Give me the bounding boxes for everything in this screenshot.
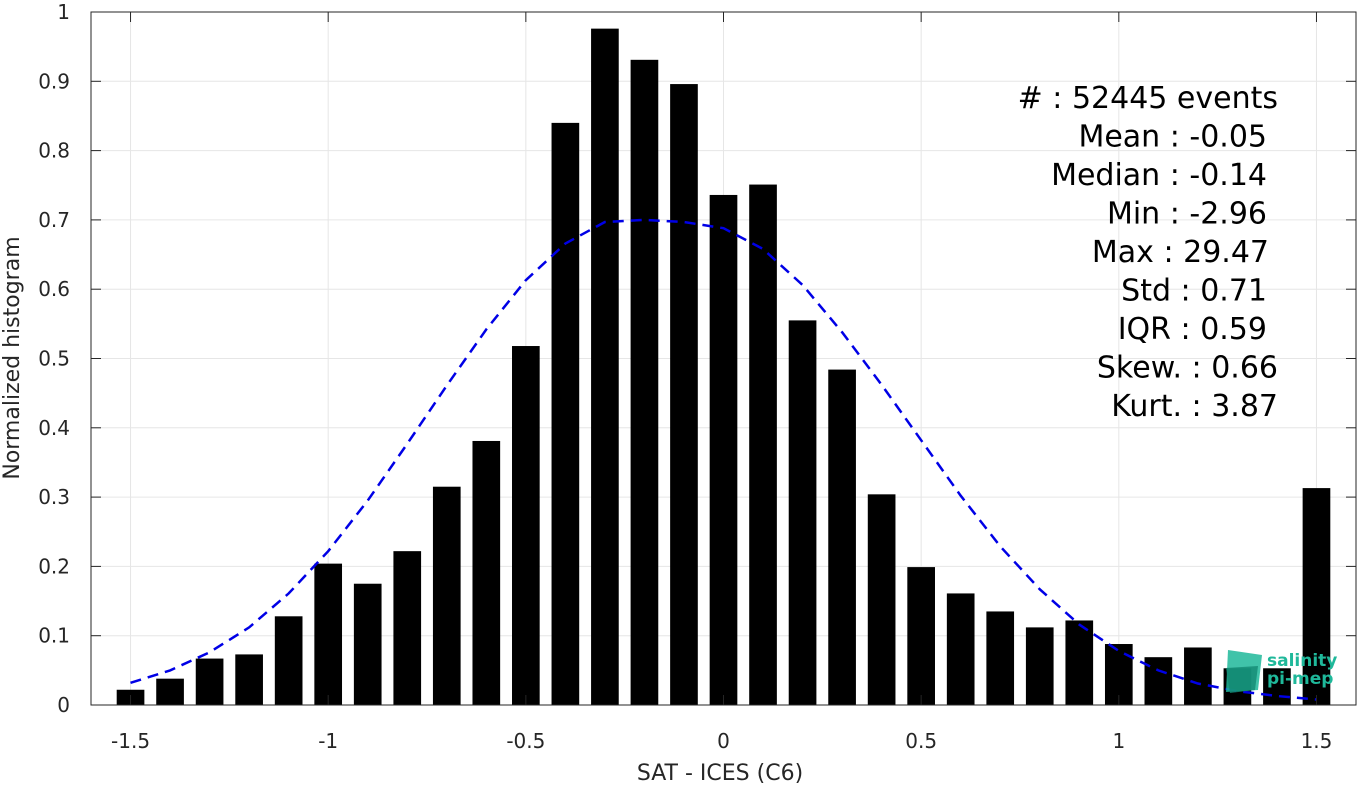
stat-line-6: IQR : 0.59 xyxy=(1118,312,1267,347)
y-tick-label-2: 0.2 xyxy=(38,554,70,578)
y-tick-label-9: 0.9 xyxy=(38,69,70,93)
stat-line-2: Median : -0.14 xyxy=(1051,158,1267,193)
y-tick-label-5: 0.5 xyxy=(38,347,70,371)
bar-20 xyxy=(907,567,935,705)
x-tick-label-5: 1 xyxy=(1112,729,1125,753)
y-tick-label-8: 0.8 xyxy=(38,139,70,163)
logo-icon-shade xyxy=(1226,666,1258,693)
bar-11 xyxy=(551,122,580,705)
bar-6 xyxy=(353,583,382,705)
stat-line-1: Mean : -0.05 xyxy=(1078,120,1267,155)
bar-27 xyxy=(1184,647,1212,705)
logo-text-line2: pi-mep xyxy=(1267,669,1333,689)
bar-8 xyxy=(432,486,461,705)
bar-2 xyxy=(195,658,224,705)
bar-23 xyxy=(1025,627,1054,705)
stat-line-0: # : 52445 events xyxy=(1018,81,1278,116)
y-tick-label-7: 0.7 xyxy=(38,208,70,232)
x-tick-label-6: 1.5 xyxy=(1301,729,1333,753)
bar-13 xyxy=(630,59,659,705)
x-tick-label-3: 0 xyxy=(717,729,730,753)
y-tick-label-0: 0 xyxy=(57,693,70,717)
bar-14 xyxy=(670,84,698,705)
x-tick-label-4: 0.5 xyxy=(905,729,937,753)
bar-21 xyxy=(946,593,975,705)
bar-30 xyxy=(1302,488,1331,705)
y-axis-label: Normalized histogram xyxy=(0,236,25,479)
bar-15 xyxy=(709,194,738,705)
y-tick-label-10: 1 xyxy=(57,0,70,24)
bar-19 xyxy=(867,494,896,705)
y-tick-label-1: 0.1 xyxy=(38,624,70,648)
x-tick-label-1: -1 xyxy=(318,729,338,753)
x-tick-label-2: -0.5 xyxy=(506,729,545,753)
bar-9 xyxy=(472,440,501,705)
bar-12 xyxy=(591,28,619,705)
salinity-pimep-logo: salinity pi-mep xyxy=(1226,650,1337,693)
stat-line-4: Max : 29.47 xyxy=(1092,235,1269,270)
bar-3 xyxy=(235,654,263,705)
stat-line-3: Min : -2.96 xyxy=(1107,197,1267,232)
bar-17 xyxy=(788,320,817,705)
fit-curve xyxy=(130,218,1317,701)
stat-line-7: Skew. : 0.66 xyxy=(1097,351,1278,386)
bar-1 xyxy=(156,678,184,705)
bar-5 xyxy=(314,563,343,705)
bar-4 xyxy=(274,616,303,705)
bar-29 xyxy=(1263,668,1291,705)
bar-7 xyxy=(393,551,422,705)
y-tick-label-6: 0.6 xyxy=(38,277,70,301)
logo-text-line1: salinity xyxy=(1267,651,1337,671)
stat-line-5: Std : 0.71 xyxy=(1121,274,1267,309)
y-tick-label-4: 0.4 xyxy=(38,416,70,440)
x-axis-ticks: -1.5 -1 -0.5 0 0.5 1 1.5 xyxy=(111,12,1332,753)
bar-16 xyxy=(749,184,777,705)
bar-18 xyxy=(828,369,856,705)
x-tick-label-0: -1.5 xyxy=(111,729,150,753)
y-tick-label-3: 0.3 xyxy=(38,485,70,509)
bar-22 xyxy=(986,611,1015,705)
x-axis-label: SAT - ICES (C6) xyxy=(637,761,803,785)
histogram-bars xyxy=(116,28,1331,705)
stat-line-8: Kurt. : 3.87 xyxy=(1111,389,1278,424)
bar-10 xyxy=(512,346,540,705)
y-axis-ticks: 0 0.1 0.2 0.3 0.4 0.5 0.6 0.7 0.8 0.9 1 xyxy=(38,0,1356,717)
bar-24 xyxy=(1065,620,1094,705)
